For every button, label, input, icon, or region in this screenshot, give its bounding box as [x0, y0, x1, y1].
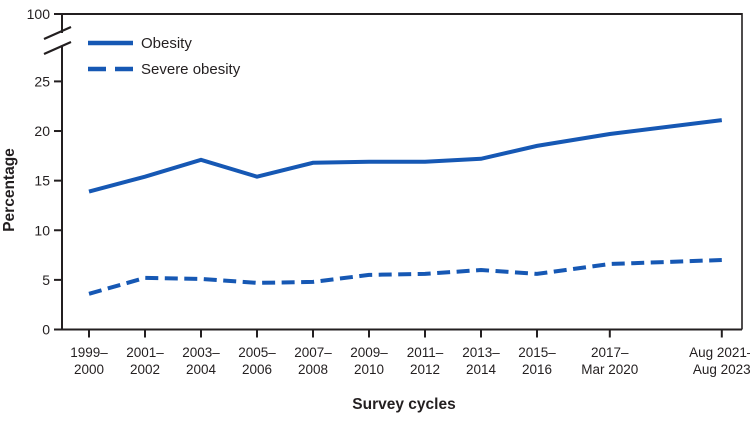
y-axis-tick-label: 25: [34, 73, 50, 89]
x-axis-tick-label-line2: 2010: [354, 362, 384, 377]
y-axis-break-label: 100: [27, 6, 51, 22]
x-axis-tick-label-line1: 2009–: [350, 345, 388, 360]
severe-obesity-line: [88, 258, 722, 296]
x-axis-tick-label-line2: 2012: [410, 362, 440, 377]
x-axis-tick-label-line1: 2013–: [462, 345, 500, 360]
x-axis-tick-label-line2: 2016: [522, 362, 552, 377]
x-axis-tick-label-line1: 2003–: [182, 345, 220, 360]
x-axis-tick-label-line1: Aug 2021–: [689, 345, 750, 360]
x-axis-tick-label-line1: 2011–: [407, 345, 444, 360]
x-axis-tick-label-line2: 2002: [130, 362, 160, 377]
x-axis-tick-label-line1: 2005–: [238, 345, 276, 360]
x-axis-tick-label-line2: Mar 2020: [581, 362, 638, 377]
y-axis-title: Percentage: [1, 148, 18, 232]
x-axis-title: Survey cycles: [352, 396, 455, 413]
x-axis-tick-label-line2: 2000: [74, 362, 104, 377]
x-axis-tick-label-line1: 2007–: [294, 345, 332, 360]
axis-break-slash-lower: [43, 40, 72, 56]
x-axis-tick-label-line1: 2015–: [518, 345, 556, 360]
x-axis-tick-label-line2: 2008: [298, 362, 328, 377]
x-axis-tick-label-line2: Aug 2023: [693, 362, 750, 377]
y-axis-tick-label: 20: [34, 123, 50, 139]
legend-label-obesity: Obesity: [141, 35, 192, 52]
x-axis-tick-label-line1: 2017–: [591, 345, 629, 360]
legend-label-severe-obesity: Severe obesity: [141, 61, 241, 78]
x-axis-tick-label-line2: 2014: [466, 362, 497, 377]
obesity-line: [88, 118, 723, 194]
y-axis-tick-label: 0: [42, 322, 50, 338]
x-axis-tick-label-line1: 1999–: [70, 345, 108, 360]
axis-break-slash-upper: [43, 25, 72, 41]
y-axis-tick-label: 10: [34, 222, 50, 238]
y-axis-tick-label: 15: [34, 173, 50, 189]
y-axis-tick-label: 5: [42, 272, 50, 288]
x-axis-tick-label-line2: 2006: [242, 362, 272, 377]
x-axis-tick-label-line2: 2004: [186, 362, 217, 377]
x-axis-tick-label-line1: 2001–: [126, 345, 164, 360]
